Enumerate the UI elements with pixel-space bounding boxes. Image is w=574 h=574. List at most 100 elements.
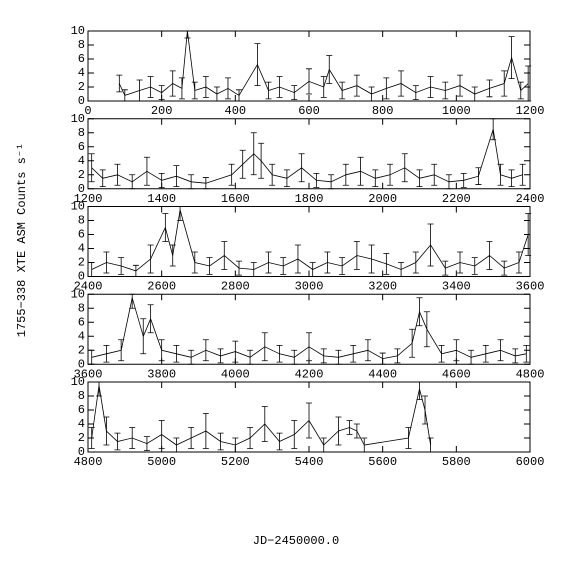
x-tick-label: 6000 [516,455,545,469]
error-bar [202,339,209,362]
error-bar [398,70,405,97]
error-bar [276,344,283,363]
y-tick-label: 10 [71,24,85,38]
error-bar [269,163,276,186]
x-tick-label: 3600 [74,367,103,381]
error-bar [372,169,379,188]
error-bar [460,172,467,188]
x-tick-label: 5600 [368,455,397,469]
error-bar [224,77,231,100]
error-bar [412,251,419,274]
error-bar [88,349,95,365]
error-bar [457,74,464,97]
error-bar [217,432,224,451]
y-tick-label: 6 [78,315,85,329]
error-bar [423,311,430,348]
error-bar [188,427,195,449]
x-tick-label: 5200 [221,455,250,469]
panel-frame [87,206,531,277]
error-bar [457,251,464,274]
y-tick-label: 0 [78,94,85,108]
error-bar [357,156,364,186]
error-bar [188,174,195,190]
error-bar [346,420,353,435]
error-bar [283,169,290,188]
y-tick-label: 0 [78,182,85,196]
error-bar [342,163,349,186]
x-tick-label: 4600 [442,367,471,381]
error-bar [339,257,346,275]
x-tick-label: 3200 [368,280,397,294]
error-bar [132,264,139,277]
error-bar [482,344,489,363]
x-tick-label: 2600 [147,280,176,294]
error-bar [143,156,150,186]
error-bar [431,163,438,186]
x-tick-label: 2400 [74,280,103,294]
y-tick-label: 4 [78,329,85,343]
error-bar [490,118,497,141]
y-tick-label: 4 [78,154,85,168]
y-tick-label: 2 [78,343,85,357]
light-curve [91,385,431,446]
x-axis-label: JD−2450000.0 [253,534,339,548]
error-bar [129,174,136,190]
error-bar [173,437,180,453]
error-bar [508,36,515,79]
error-bar [169,244,176,267]
error-bar [178,77,185,100]
error-bar [129,293,136,309]
error-bar [143,436,150,451]
error-bar [232,340,239,363]
y-tick-label: 10 [71,375,85,389]
error-bar [475,167,482,185]
error-bar [213,86,220,102]
y-tick-label: 8 [78,126,85,140]
y-tick-label: 0 [78,270,85,284]
error-bar [202,177,209,190]
error-bar [445,174,452,190]
error-bar [427,437,434,453]
error-bar [247,349,254,365]
error-bar [147,76,154,98]
error-bar [291,85,298,100]
x-tick-label: 1200 [74,192,103,206]
y-tick-label: 8 [78,301,85,315]
error-bar [228,163,235,186]
y-tick-label: 2 [78,431,85,445]
error-bar [116,74,123,93]
error-bar [442,260,449,276]
y-tick-label: 10 [71,112,85,126]
x-tick-label: 400 [225,104,247,118]
error-bar [471,86,478,102]
error-bar [427,76,434,98]
x-tick-label: 5800 [442,455,471,469]
error-bar [236,89,243,102]
error-bar [191,251,198,274]
error-bar [232,437,239,453]
error-bar [361,437,368,453]
error-bar [525,65,532,102]
error-bar [309,262,316,277]
error-bar [335,349,342,365]
y-tick-label: 0 [78,357,85,371]
x-tick-label: 1400 [147,192,176,206]
x-tick-label: 0 [84,104,91,118]
y-tick-label: 6 [78,52,85,66]
error-bar [202,413,209,449]
error-bar [158,339,165,362]
error-bar [184,30,191,39]
error-bar [412,85,419,100]
error-bar [525,213,532,256]
error-bar [350,344,357,363]
x-tick-label: 1200 [516,104,545,118]
error-bar [88,427,95,449]
error-bar [497,163,504,186]
error-bar [320,437,327,453]
y-tick-label: 0 [78,445,85,459]
error-bar [519,163,526,186]
error-bar [422,395,429,425]
y-axis-label: 1755−338 XTE ASM Counts s⁻¹ [15,143,29,337]
error-bar [368,244,375,274]
x-tick-label: 3800 [147,367,176,381]
